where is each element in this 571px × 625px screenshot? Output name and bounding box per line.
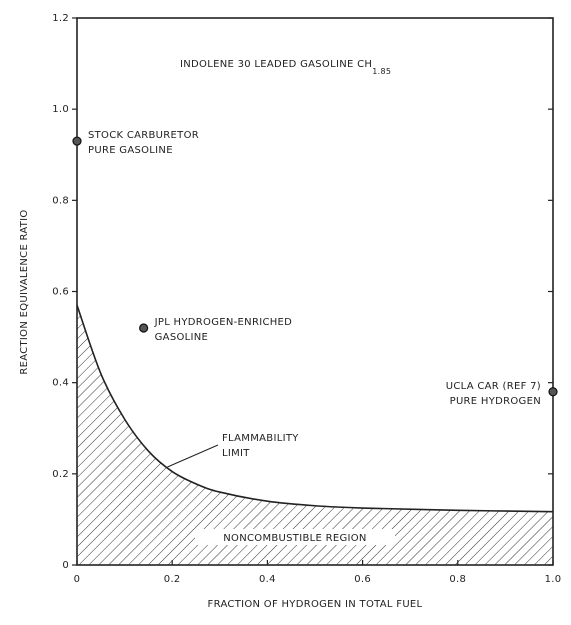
hatched-area <box>77 305 553 565</box>
point-label-line: UCLA CAR (REF 7) <box>446 381 541 392</box>
x-tick-label: 1.0 <box>545 574 562 585</box>
x-tick-label: 0.4 <box>259 574 276 585</box>
y-tick-label: 0 <box>62 560 69 571</box>
annotation-leader <box>167 444 219 468</box>
point-label: JPL HYDROGEN-ENRICHED GASOLINE <box>154 317 293 343</box>
x-tick-label: 0.8 <box>449 574 466 585</box>
data-point <box>72 136 82 146</box>
data-point <box>139 323 149 333</box>
y-tick-label: 0.2 <box>52 469 69 480</box>
point-label: STOCK CARBURETOR PURE GASOLINE <box>88 130 199 156</box>
annotation-bg <box>195 529 395 545</box>
y-tick-label: 0.8 <box>52 195 69 206</box>
y-tick-label: 0.6 <box>52 287 69 298</box>
annotation: FLAMMABILITY LIMIT <box>222 433 299 459</box>
data-point <box>548 387 558 397</box>
title-subscript: 1.85 <box>372 67 391 76</box>
x-tick-label: 0.6 <box>354 574 371 585</box>
point-label-line: STOCK CARBURETOR <box>88 130 199 141</box>
annotation-line: FLAMMABILITY <box>222 433 299 444</box>
point-label-line: GASOLINE <box>155 332 209 343</box>
point-label-line: PURE GASOLINE <box>88 145 173 156</box>
x-tick-label: 0 <box>74 574 81 585</box>
y-tick-label: 1.0 <box>52 104 69 115</box>
point-label: UCLA CAR (REF 7) PURE HYDROGEN <box>446 381 541 407</box>
point-label-line: PURE HYDROGEN <box>450 396 541 407</box>
y-tick-label: 0.4 <box>52 378 69 389</box>
x-axis-label: FRACTION OF HYDROGEN IN TOTAL FUEL <box>208 599 423 610</box>
curve <box>76 304 554 513</box>
title-main: INDOLENE 30 LEADED GASOLINE CH <box>180 59 372 70</box>
y-tick-label: 1.2 <box>52 13 69 24</box>
y-axis-label: REACTION EQUIVALENCE RATIO <box>19 209 30 374</box>
chart-title: INDOLENE 30 LEADED GASOLINE CH1.85 <box>180 59 391 76</box>
point-label-line: JPL HYDROGEN-ENRICHED <box>154 317 293 328</box>
annotation-line: LIMIT <box>222 448 250 459</box>
annotation: NONCOMBUSTIBLE REGION <box>223 533 366 544</box>
x-tick-label: 0.2 <box>164 574 181 585</box>
